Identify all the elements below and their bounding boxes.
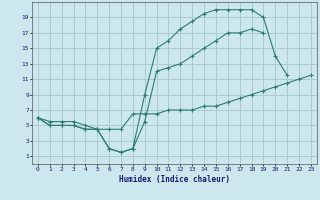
- X-axis label: Humidex (Indice chaleur): Humidex (Indice chaleur): [119, 175, 230, 184]
